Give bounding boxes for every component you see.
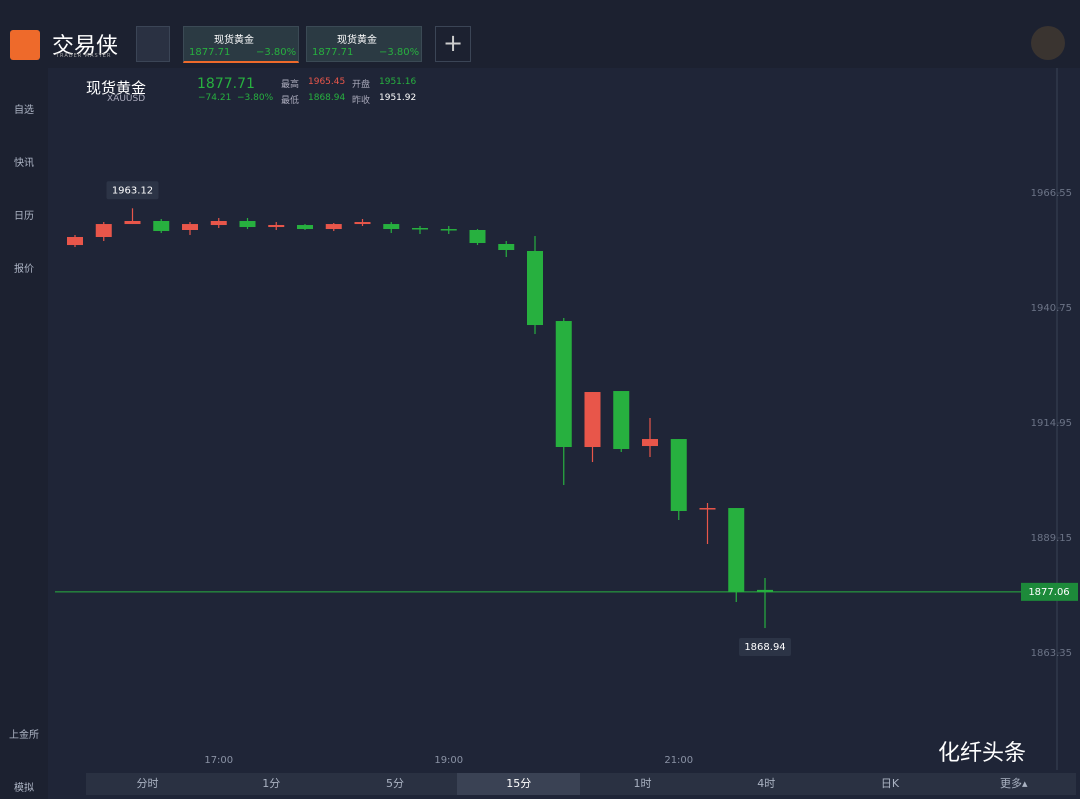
- candle-body: [670, 439, 687, 512]
- candle-body: [613, 391, 630, 450]
- tab-name: 现货黄金: [214, 35, 254, 46]
- candle-body: [124, 220, 141, 225]
- add-tab[interactable]: +: [435, 26, 471, 62]
- stat-value: 1965.45: [308, 77, 346, 87]
- candle-body: [699, 508, 716, 510]
- sidebar-item[interactable]: 快讯: [14, 158, 34, 169]
- timeframe[interactable]: 分时: [136, 777, 159, 790]
- candle-body: [757, 589, 773, 592]
- tab-change: −3.80%: [256, 47, 297, 58]
- low-label: 1868.94: [744, 642, 785, 653]
- candle-body: [383, 224, 400, 230]
- candle-body: [268, 225, 285, 228]
- candle-body: [469, 230, 486, 244]
- top-bar: [0, 0, 1080, 68]
- y-tick-label: 1889.15: [1031, 533, 1072, 544]
- y-tick-label: 1863.35: [1031, 648, 1072, 659]
- y-tick-label: 1940.75: [1031, 303, 1072, 314]
- candle-body: [239, 220, 256, 228]
- symbol-code: XAUUSD: [107, 94, 146, 104]
- candle-body: [67, 236, 83, 246]
- high-box: [106, 181, 159, 200]
- symbol-name: 现货黄金: [86, 79, 147, 97]
- candle-body: [440, 229, 457, 231]
- timeframe[interactable]: 5分: [386, 777, 404, 790]
- tab[interactable]: 现货黄金 1877.71 −3.80%: [306, 26, 422, 62]
- sidebar-item[interactable]: 上金所: [9, 730, 39, 741]
- candle-body: [642, 439, 658, 447]
- logo-sub: TRADER MASTER: [56, 53, 112, 59]
- sidebar-item[interactable]: 自选: [14, 105, 34, 116]
- candle-body: [728, 508, 745, 592]
- sidebar-item[interactable]: 报价: [14, 264, 34, 275]
- candle-body: [354, 222, 371, 225]
- candle-body: [325, 224, 342, 230]
- candle-body: [555, 321, 572, 448]
- stat-label: 开盘: [352, 80, 371, 90]
- tab-change: −3.80%: [379, 47, 420, 58]
- tab-price: 1877.71: [312, 47, 354, 58]
- price-box: [1021, 582, 1078, 601]
- avatar[interactable]: [1031, 26, 1065, 60]
- tab[interactable]: 现货黄金 1877.71 −3.80%: [183, 26, 299, 63]
- low-box: [739, 638, 791, 657]
- y-tick-label: 1966.55: [1031, 188, 1072, 199]
- logo: 交易侠: [52, 34, 119, 59]
- x-tick-label: 17:00: [204, 755, 233, 766]
- high-label: 1963.12: [112, 185, 153, 196]
- stat-label: 最低: [281, 96, 300, 106]
- price-label: 1877.06: [1028, 587, 1069, 598]
- stat-label: 昨收: [352, 96, 371, 106]
- timeframe[interactable]: 1分: [262, 777, 281, 790]
- timeframe[interactable]: 1时: [633, 777, 652, 790]
- layout-button[interactable]: [136, 26, 170, 62]
- tab-price: 1877.71: [189, 47, 231, 58]
- candle-body: [584, 392, 601, 448]
- header-price: 1877.71: [197, 76, 255, 92]
- sidebar: [0, 68, 48, 799]
- tab-name: 现货黄金: [337, 35, 377, 46]
- candle-body: [498, 243, 515, 251]
- watermark: 化纤头条: [938, 741, 1027, 766]
- timeframe-bar: [86, 773, 1076, 795]
- x-tick-label: 19:00: [434, 755, 463, 766]
- y-tick-label: 1914.95: [1031, 418, 1072, 429]
- stat-label: 最高: [281, 80, 300, 90]
- candle-body: [412, 227, 428, 230]
- stat-value: 1951.92: [379, 93, 417, 103]
- x-tick-label: 21:00: [664, 755, 693, 766]
- header-change: −74.21: [198, 93, 232, 103]
- sidebar-item[interactable]: 日历: [14, 211, 34, 222]
- timeframe[interactable]: 15分: [457, 773, 581, 795]
- candle-body: [95, 224, 112, 237]
- timeframe[interactable]: 更多▴: [999, 777, 1028, 790]
- logo-icon: [10, 30, 40, 60]
- candle-body: [527, 250, 543, 326]
- stat-value: 1951.16: [379, 77, 417, 87]
- candle-body: [182, 224, 198, 231]
- timeframe[interactable]: 4时: [757, 777, 776, 790]
- stat-value: 1868.94: [308, 93, 346, 103]
- header-change-pct: −3.80%: [237, 93, 274, 103]
- candle-body: [297, 225, 313, 230]
- candle-body: [210, 220, 227, 226]
- sidebar-item[interactable]: 模拟: [14, 783, 34, 794]
- timeframe[interactable]: 日K: [880, 777, 900, 790]
- candle-body: [153, 220, 170, 232]
